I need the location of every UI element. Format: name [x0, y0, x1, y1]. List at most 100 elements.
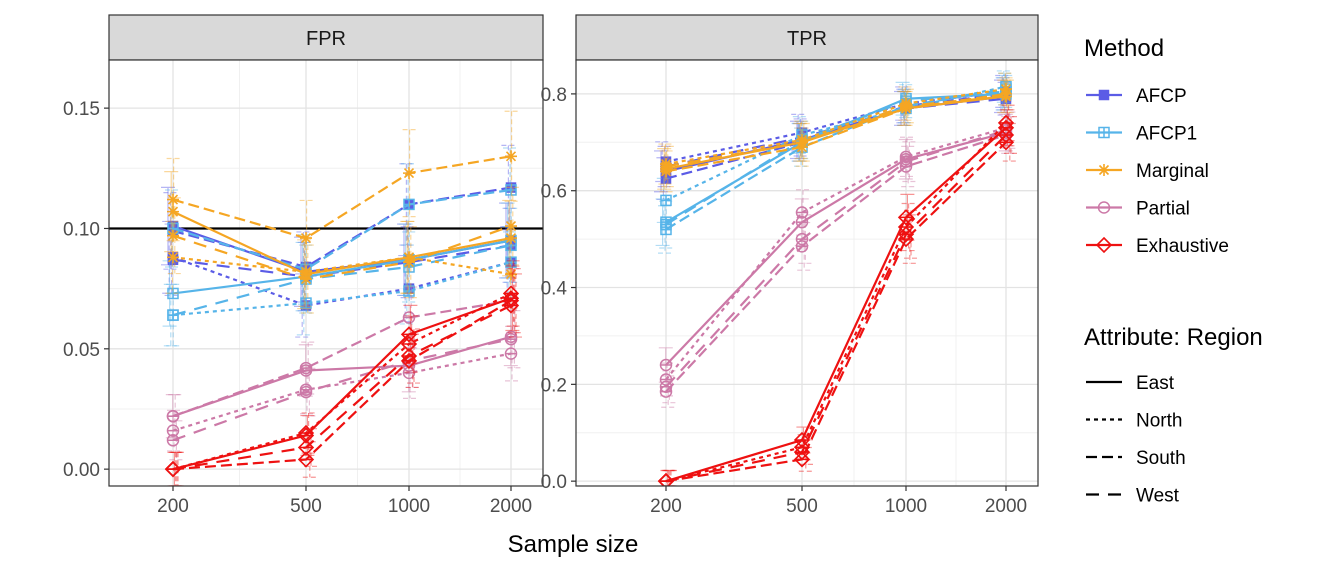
panel-fpr-marginal-west-line: [172, 225, 512, 281]
legend-item-north: North: [1086, 411, 1182, 432]
legend-item-marginal: Marginal: [1086, 161, 1209, 182]
panel-fpr-y-axis: 0.00 0.05 0.10 0.15: [63, 99, 109, 481]
panel-tpr-afcp1-west-point-200: [660, 218, 672, 231]
panel-tpr-marginal-west-point-200: [660, 160, 672, 173]
panel-fpr-marginal-west-point-1000: [403, 256, 415, 269]
panel-tpr-afcp1-north-point-200: [660, 194, 672, 207]
legend-item-south: South: [1086, 448, 1186, 469]
panel-fpr-exhaustive-south-line: [172, 299, 512, 471]
panel-fpr-exhaustive-south-point-2000: [502, 292, 520, 309]
panel-fpr-afcp1-south-errorbar: [165, 189, 179, 268]
y-tick-label: 0.15: [63, 99, 100, 120]
panel-fpr-marginal-west-point-500: [300, 273, 312, 286]
x-tick-label: 1000: [885, 496, 927, 517]
panel-fpr-exhaustive-west-point-2000: [502, 297, 520, 314]
panel-fpr-marginal-south-point-2000: [505, 150, 517, 163]
panel-fpr-exhaustive-west-series: [164, 273, 523, 486]
legend-regions: East North South West: [1086, 373, 1186, 507]
panel-fpr-marginal-west-series: [167, 186, 520, 314]
panel-fpr-exhaustive-south-point-500: [297, 451, 315, 468]
panel-tpr-exhaustive-south-line: [665, 141, 1007, 483]
panel-fpr-afcp1-north-line: [172, 261, 512, 317]
panel-tpr-exhaustive-west-series: [657, 116, 1018, 486]
panel-tpr-afcp1-south-errorbar: [658, 205, 672, 254]
panel-fpr-marginal-north-point-200: [167, 251, 179, 264]
legend-item-afcp: AFCP: [1086, 86, 1187, 107]
panel-tpr-partial-west-line: [665, 129, 1007, 388]
panel-fpr-marginal-south-point-1000: [403, 167, 415, 180]
x-tick-label: 200: [650, 496, 682, 517]
panel-fpr: FPR 0.00 0.05 0.10 0.15 200 500 1000 2000: [63, 14, 544, 517]
panel-fpr-exhaustive-west-point-200: [164, 461, 182, 478]
legend-label-exhaustive: Exhaustive: [1136, 236, 1229, 257]
panel-tpr-exhaustive-west-point-1000: [897, 226, 915, 243]
panel-tpr-exhaustive-west-point-200: [657, 473, 675, 486]
panel-fpr-marginal-south-point-200: [167, 193, 179, 206]
panel-fpr-partial-west-line: [172, 338, 512, 442]
legend-item-afcp1: AFCP1: [1086, 124, 1197, 145]
panel-tpr-exhaustive-west-point-500: [793, 443, 811, 461]
panel-tpr-afcp1-south-line: [665, 87, 1007, 231]
legend-key-afcp1-marker: [1098, 126, 1110, 139]
panel-fpr-marginal-south-line: [172, 155, 512, 240]
legend-item-partial: Partial: [1086, 199, 1190, 220]
legend-label-marginal: Marginal: [1136, 161, 1209, 182]
panel-tpr-marginal-west-series: [660, 79, 1015, 188]
panel-fpr-afcp1-west-errorbar: [166, 283, 181, 347]
legend-key-afcp-marker: [1098, 89, 1110, 101]
panel-tpr-x-axis: 200 500 1000 2000: [650, 486, 1027, 517]
panel-tpr-partial-south-line: [665, 133, 1007, 393]
panel-tpr-series: [654, 70, 1018, 486]
y-tick-label: 0.6: [541, 182, 567, 203]
y-tick-label: 0.8: [541, 85, 567, 106]
panel-tpr-afcp1-south-errorbar: [998, 72, 1012, 106]
panel-fpr-partial-south-line: [172, 299, 512, 418]
panel-tpr-marginal-west-point-1000: [900, 99, 912, 112]
panel-tpr-marginal-east-line: [665, 95, 1007, 170]
panel-fpr-marginal-east-point-200: [167, 205, 179, 218]
panel-fpr-exhaustive-west-point-500: [297, 439, 315, 456]
panel-tpr-exhaustive-north-errorbar: [901, 202, 916, 252]
legend-item-east: East: [1086, 373, 1175, 394]
panel-tpr-partial-west-point-500: [795, 232, 809, 246]
panel-fpr-marginal-south-point-500: [300, 232, 312, 245]
panel-fpr-exhaustive-east-line: [172, 297, 512, 471]
panel-fpr-marginal-north-line: [172, 256, 512, 276]
panel-tpr-partial-south-point-500: [795, 240, 809, 253]
legend-key-partial-marker: [1097, 201, 1111, 214]
panel-fpr-partial-west-point-500: [299, 385, 313, 399]
panel-fpr-strip: [108, 14, 544, 61]
panel-tpr-partial-south-errorbar: [797, 221, 812, 271]
panel-tpr-marginal-south-line: [665, 92, 1007, 173]
x-tick-label: 2000: [985, 496, 1027, 517]
panel-tpr-partial-west-point-200: [659, 380, 673, 394]
panel-fpr-marginal-west-point-200: [167, 229, 179, 242]
panel-fpr-afcp1-east-point-200: [167, 287, 179, 300]
x-tick-label: 500: [290, 496, 322, 517]
legend-label-east: East: [1136, 373, 1175, 394]
panel-tpr-strip-label: TPR: [787, 28, 827, 50]
panel-fpr-exhaustive-west-errorbar: [509, 273, 523, 338]
panel-fpr-afcp1-north-point-2000: [505, 256, 517, 268]
panel-fpr-marginal-west-errorbar: [167, 197, 182, 275]
panel-fpr-afcp1-south-line: [172, 188, 512, 271]
legend-key-exhaustive-marker: [1095, 236, 1113, 254]
panel-fpr-afcp1-east-line: [172, 239, 512, 295]
panel-tpr-marginal-north-line: [665, 87, 1007, 166]
panel-tpr-exhaustive-west-line: [665, 134, 1007, 483]
panel-tpr-partial-north-line: [665, 126, 1007, 381]
panel-fpr-partial-west-point-200: [166, 434, 180, 447]
panel-tpr-exhaustive-north-errorbar: [661, 469, 676, 486]
legend-label-afcp: AFCP: [1136, 86, 1187, 107]
panel-tpr: TPR 0.0 0.2 0.4 0.6 0.8 200 500 1000 2000: [541, 14, 1039, 517]
x-tick-label: 200: [157, 496, 189, 517]
panel-fpr-afcp1-south-point-1000: [403, 198, 415, 211]
panel-tpr-partial-north-point-500: [795, 206, 809, 219]
y-tick-label: 0.05: [63, 340, 100, 361]
panel-fpr-afcp1-north-point-1000: [403, 285, 415, 297]
panel-tpr-partial-west-errorbar: [662, 370, 677, 404]
legend: Method AFCP AFCP1 Marginal Partial Exhaustiv…: [1084, 35, 1263, 507]
panel-fpr-series: [161, 110, 523, 486]
panel-fpr-border: [108, 59, 544, 487]
panel-fpr-marginal-west-point-2000: [505, 220, 517, 233]
